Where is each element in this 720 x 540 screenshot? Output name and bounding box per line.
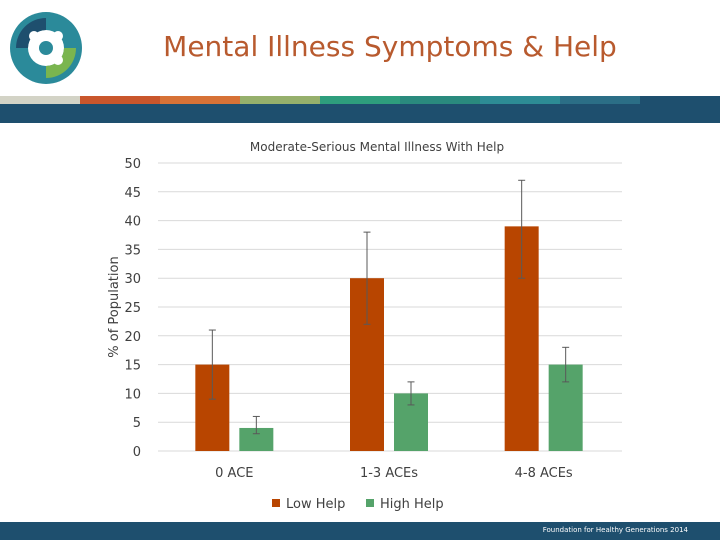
header-band — [0, 104, 720, 123]
y-tick-label: 25 — [124, 301, 141, 316]
stripe-segment — [80, 96, 160, 104]
legend-swatch — [272, 499, 280, 507]
y-tick-label: 40 — [124, 215, 141, 230]
stripe-segment — [0, 96, 80, 104]
y-tick-label: 45 — [124, 186, 141, 201]
y-tick-label: 35 — [124, 243, 141, 258]
legend-label: High Help — [380, 497, 444, 512]
bar-high-help — [239, 427, 274, 451]
chart-title: Moderate-Serious Mental Illness With Hel… — [250, 140, 504, 154]
stripe-segment — [240, 96, 320, 104]
y-tick-label: 30 — [124, 272, 141, 287]
logo-icon — [10, 12, 82, 84]
y-tick-label: 15 — [124, 359, 141, 374]
x-tick-label: 0 ACE — [215, 466, 253, 481]
stripe-segment — [640, 96, 720, 104]
y-tick-label: 5 — [133, 416, 141, 431]
stripe-segment — [480, 96, 560, 104]
stripe-segment — [560, 96, 640, 104]
legend-swatch — [366, 499, 374, 507]
stripe-segment — [400, 96, 480, 104]
stripe-segment — [160, 96, 240, 104]
header-stripe — [0, 96, 720, 104]
x-tick-label: 1-3 ACEs — [360, 466, 418, 481]
stripe-segment — [320, 96, 400, 104]
footer-credit: Foundation for Healthy Generations 2014 — [542, 526, 688, 534]
footer-band — [0, 522, 720, 540]
y-tick-label: 0 — [133, 445, 141, 460]
x-tick-label: 4-8 ACEs — [515, 466, 573, 481]
y-tick-label: 20 — [124, 330, 141, 345]
y-axis-label: % of Population — [107, 256, 122, 357]
page-title: Mental Illness Symptoms & Help — [163, 30, 617, 63]
legend-label: Low Help — [286, 497, 345, 512]
y-tick-label: 50 — [124, 157, 141, 172]
y-tick-label: 10 — [124, 387, 141, 402]
